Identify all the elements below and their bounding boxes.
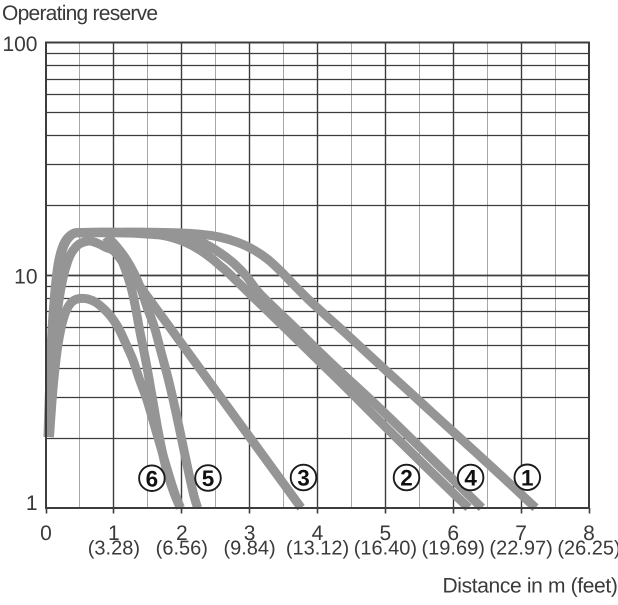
svg-text:5: 5 bbox=[202, 466, 215, 491]
svg-text:(16.40): (16.40) bbox=[354, 538, 417, 560]
svg-text:1: 1 bbox=[108, 522, 120, 545]
svg-text:3: 3 bbox=[244, 522, 256, 545]
svg-text:8: 8 bbox=[583, 522, 595, 545]
svg-text:(6.56): (6.56) bbox=[156, 538, 208, 560]
svg-text:100: 100 bbox=[2, 33, 37, 56]
svg-text:(22.97): (22.97) bbox=[489, 538, 552, 560]
svg-text:1: 1 bbox=[26, 492, 38, 515]
svg-text:(26.25): (26.25) bbox=[557, 538, 618, 560]
svg-text:3: 3 bbox=[297, 466, 310, 491]
svg-text:6: 6 bbox=[146, 466, 159, 491]
svg-text:(3.28): (3.28) bbox=[88, 538, 140, 560]
svg-text:5: 5 bbox=[380, 522, 392, 545]
svg-text:2: 2 bbox=[400, 466, 413, 491]
svg-text:7: 7 bbox=[515, 522, 527, 545]
svg-text:2: 2 bbox=[176, 522, 188, 545]
svg-text:(9.84): (9.84) bbox=[223, 538, 275, 560]
svg-text:10: 10 bbox=[14, 265, 37, 288]
svg-text:1: 1 bbox=[521, 466, 534, 491]
svg-text:4: 4 bbox=[312, 522, 324, 545]
svg-text:4: 4 bbox=[464, 466, 477, 491]
svg-text:Operating reserve: Operating reserve bbox=[2, 2, 157, 25]
svg-text:0: 0 bbox=[40, 522, 52, 545]
svg-text:(19.69): (19.69) bbox=[422, 538, 485, 560]
svg-text:(13.12): (13.12) bbox=[286, 538, 349, 560]
svg-text:Distance in m (feet): Distance in m (feet) bbox=[442, 575, 617, 598]
svg-text:6: 6 bbox=[447, 522, 459, 545]
